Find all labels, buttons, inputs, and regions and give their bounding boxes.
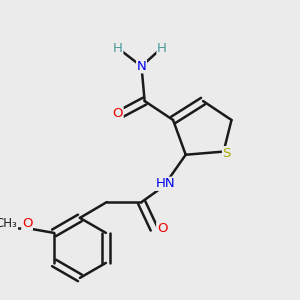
Text: CH₃: CH₃	[0, 217, 17, 230]
Text: HN: HN	[155, 177, 175, 190]
Text: N: N	[136, 60, 146, 73]
Text: O: O	[22, 217, 32, 230]
Text: O: O	[157, 222, 167, 236]
Text: H: H	[113, 42, 123, 56]
Text: H: H	[157, 42, 167, 56]
Text: O: O	[112, 107, 123, 120]
Text: S: S	[223, 147, 231, 160]
